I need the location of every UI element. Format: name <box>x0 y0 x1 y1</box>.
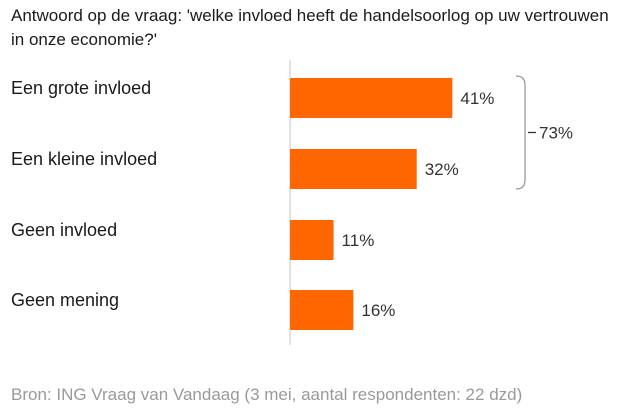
bar <box>290 78 453 118</box>
group-bracket: 73% <box>515 75 573 190</box>
group-bracket-shape <box>515 75 526 190</box>
category-label: Een kleine invloed <box>11 149 157 169</box>
bar <box>290 149 417 189</box>
value-label: 41% <box>460 89 494 108</box>
category-label: Een grote invloed <box>11 78 151 98</box>
category-labels: Een grote invloed Een kleine invloed Geen … <box>11 78 157 310</box>
chart-source: Bron: ING Vraag van Vandaag (3 mei, aant… <box>11 385 523 404</box>
value-labels: 41% 32% 11% 16% <box>342 89 495 320</box>
chart-title: Antwoord op de vraag: 'welke invloed hee… <box>11 6 609 49</box>
bar <box>290 220 334 260</box>
bars <box>290 78 453 330</box>
bar <box>290 290 354 330</box>
category-label: Geen mening <box>11 290 119 310</box>
value-label: 32% <box>425 160 459 179</box>
group-total-label: 73% <box>539 124 573 143</box>
category-label: Geen invloed <box>11 220 117 240</box>
value-label: 16% <box>361 301 395 320</box>
value-label: 11% <box>342 231 375 250</box>
